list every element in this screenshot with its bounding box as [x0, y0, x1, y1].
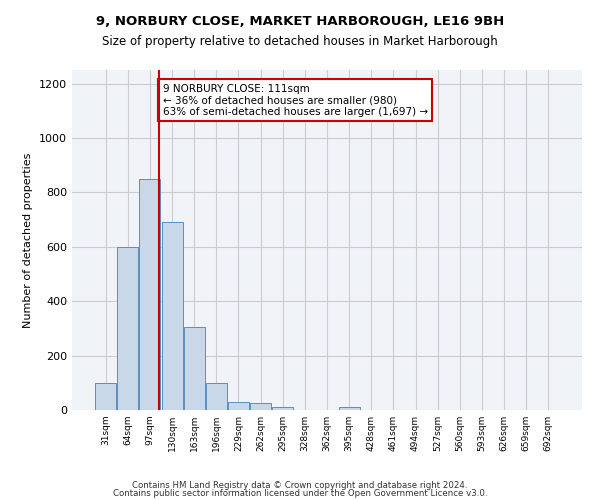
Bar — [228, 402, 249, 410]
Y-axis label: Number of detached properties: Number of detached properties — [23, 152, 34, 328]
Bar — [95, 383, 116, 410]
Text: Contains public sector information licensed under the Open Government Licence v3: Contains public sector information licen… — [113, 488, 487, 498]
Bar — [250, 403, 271, 410]
Text: Size of property relative to detached houses in Market Harborough: Size of property relative to detached ho… — [102, 35, 498, 48]
Bar — [161, 222, 182, 410]
Text: 9 NORBURY CLOSE: 111sqm
← 36% of detached houses are smaller (980)
63% of semi-d: 9 NORBURY CLOSE: 111sqm ← 36% of detache… — [163, 84, 428, 117]
Bar — [139, 179, 160, 410]
Bar — [338, 408, 359, 410]
Bar — [206, 383, 227, 410]
Bar — [118, 247, 139, 410]
Text: Contains HM Land Registry data © Crown copyright and database right 2024.: Contains HM Land Registry data © Crown c… — [132, 481, 468, 490]
Text: 9, NORBURY CLOSE, MARKET HARBOROUGH, LE16 9BH: 9, NORBURY CLOSE, MARKET HARBOROUGH, LE1… — [96, 15, 504, 28]
Bar — [272, 408, 293, 410]
Bar — [184, 327, 205, 410]
